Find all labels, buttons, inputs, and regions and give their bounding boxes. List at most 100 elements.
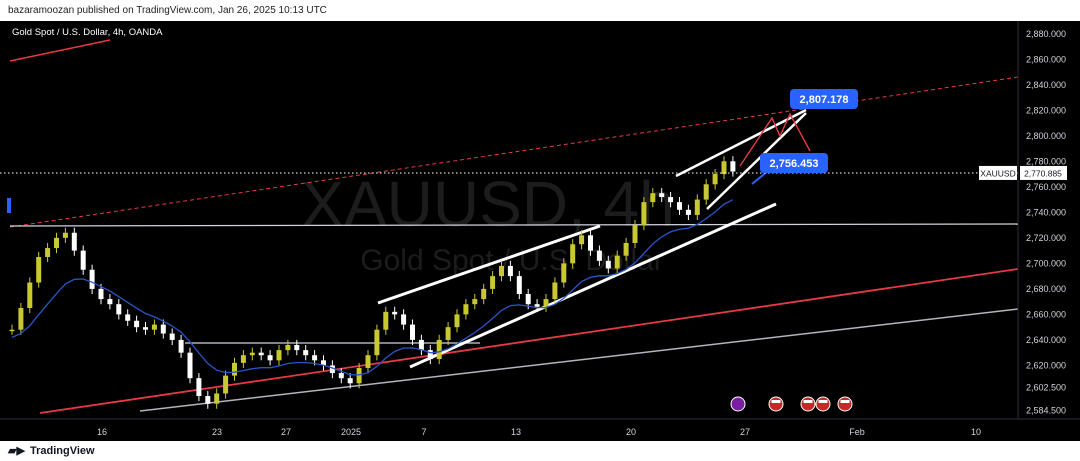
candle-body [232,362,237,376]
horizontal-level-line [9,223,1019,227]
candle-body [89,269,95,289]
x-tick-label: 27 [281,427,291,437]
candle-body [605,260,611,269]
candle-body [730,161,736,172]
flag-stripe-icon [803,400,813,403]
top-left-red-line [9,39,111,62]
candle-body [80,250,86,270]
candle-body [570,244,576,264]
candle-body [303,350,309,356]
x-tick-label: 7 [421,427,426,437]
candle-body [329,365,335,374]
candle-body [71,232,77,251]
support-trendline-grey [139,308,1019,412]
candle-body [62,232,68,238]
y-tick-label: 2,584.500 [1026,406,1066,416]
candle-body [436,339,442,360]
candle-body [668,197,674,203]
candle-body [552,282,558,300]
candle-body [276,350,282,361]
candle-body [18,308,24,330]
candle-body [703,184,709,200]
candle-body [632,225,638,243]
x-tick-label: Feb [849,427,865,437]
candle-body [712,174,718,185]
candle-body [151,324,157,330]
candle-body [588,235,593,251]
candle-body [418,339,424,351]
x-tick-label: 10 [971,427,981,437]
candle-body [445,327,451,340]
candle-body [347,378,353,384]
projection-zigzag [739,112,811,167]
y-tick-label: 2,680.000 [1026,284,1066,294]
candle-body [392,311,398,315]
candle-body [365,355,371,368]
header-bar: bazaramoozan published on TradingView.co… [0,0,1080,21]
time-axis[interactable]: 16 23 27 2025 7 13 20 27 Feb 10 [0,418,1080,437]
y-tick-label: 2,780.000 [1026,156,1066,166]
candle-body [125,314,131,321]
us-flag-event-icon [837,396,853,412]
candle-body [45,248,51,257]
price-chart[interactable]: XAUUSD, 4h Gold Spot / U.S. Dollar XAUUS… [0,21,1080,441]
candle-body [169,333,175,340]
watermark-symbol: XAUUSD, 4h [301,168,674,240]
footer-bar: ▰▶ TradingView [0,441,1080,461]
candle-body [223,375,229,394]
y-tick-label: 2,620.000 [1026,360,1066,370]
candle-body [134,320,140,328]
tradingview-brand: TradingView [29,445,95,457]
candle-body [98,288,104,300]
y-tick-label: 2,740.000 [1026,207,1066,217]
support-price-label: 2,756.453 [770,158,819,170]
y-tick-label: 2,880.000 [1026,29,1066,39]
candle-body [685,209,691,215]
candle-body [374,329,380,356]
candle-body [677,202,682,210]
x-tick-label: 27 [740,427,750,437]
price-axis[interactable]: 2,880.000 2,860.000 2,840.000 2,820.000 2,80… [1017,21,1066,419]
flag-stripe-icon [840,400,850,403]
candle-body [214,393,220,404]
moving-average-line [11,199,734,376]
x-tick-label: 20 [626,427,636,437]
tradingview-logo-icon[interactable]: ▰▶ TradingView [8,444,95,457]
candle-body [205,396,211,404]
candle-body [561,263,567,283]
y-tick-label: 2,660.000 [1026,309,1066,319]
candle-body [507,265,513,277]
candle-body [267,355,273,361]
candle-body [240,355,246,363]
y-tick-label: 2,800.000 [1026,131,1066,141]
candle-body [383,311,389,330]
chart-frame[interactable]: XAUUSD, 4h Gold Spot / U.S. Dollar XAUUS… [0,21,1080,441]
candle-body [472,299,478,305]
us-flag-event-icon [800,396,816,412]
channel-lower-line [409,202,777,369]
candle-body [258,352,264,356]
candle-body [249,352,255,356]
candle-body [143,327,148,330]
watermark: XAUUSD, 4h Gold Spot / U.S. Dollar [301,168,674,277]
candle-body [116,304,122,315]
candle-body [54,237,59,249]
tv-mark-icon: ▰▶ [8,445,25,457]
candle-body [160,324,166,334]
candle-body [196,378,202,397]
candle-body [178,339,184,353]
candle-body [481,288,487,300]
target-price-label: 2,807.178 [800,94,849,106]
candle-body [321,360,326,366]
candle-body [525,293,531,305]
flag-stripe-icon [818,400,828,403]
overlays-layer: XAUUSD 2,770.885 2,807.178 2,756.453 [0,89,1067,412]
candle-body [596,250,602,261]
publisher-text: bazaramoozan published on TradingView.co… [8,5,327,16]
symbol-tag-label: XAUUSD [980,168,1015,178]
candle-body [534,304,540,307]
wedge-lower-line [706,112,807,210]
candle-body [650,193,656,203]
candle-body [490,276,496,289]
candle-body [187,352,193,379]
